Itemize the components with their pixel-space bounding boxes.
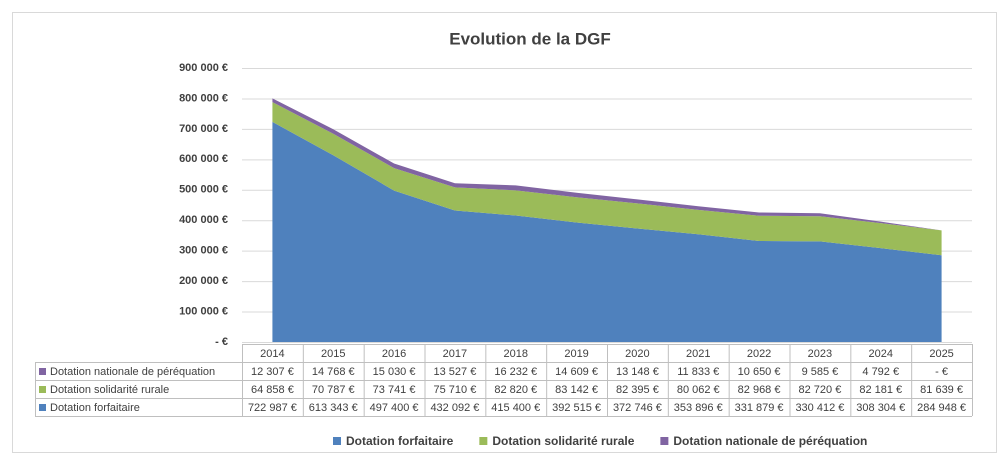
data-label: 16 232 € <box>494 366 537 378</box>
data-label: 722 987 € <box>248 402 297 414</box>
legend-label: Dotation nationale de péréquation <box>673 434 867 448</box>
area <box>272 121 942 342</box>
x-tick-label: 2017 <box>443 348 467 360</box>
y-tick-label: 500 000 € <box>179 184 228 196</box>
data-label: 432 092 € <box>430 402 479 414</box>
y-tick-label: 900 000 € <box>179 62 228 74</box>
data-label: 10 650 € <box>738 366 781 378</box>
data-label: 372 746 € <box>613 402 662 414</box>
data-label: 613 343 € <box>309 402 358 414</box>
y-tick-label: 600 000 € <box>179 153 228 165</box>
data-label: 331 879 € <box>735 402 784 414</box>
data-label: 82 181 € <box>859 384 902 396</box>
data-label: 497 400 € <box>370 402 419 414</box>
y-tick-label: - € <box>215 336 228 348</box>
x-tick-label: 2016 <box>382 348 406 360</box>
x-tick-label: 2020 <box>625 348 649 360</box>
data-label: 70 787 € <box>312 384 355 396</box>
data-label: 13 527 € <box>434 366 477 378</box>
data-label: 13 148 € <box>616 366 659 378</box>
y-tick-label: 100 000 € <box>179 305 228 317</box>
data-label: 308 304 € <box>856 402 905 414</box>
chart-title: Evolution de la DGF <box>449 29 611 48</box>
x-tick-label: 2025 <box>929 348 953 360</box>
x-tick-label: 2024 <box>869 348 893 360</box>
y-tick-label: 300 000 € <box>179 245 228 257</box>
data-label: 80 062 € <box>677 384 720 396</box>
data-label: 73 741 € <box>373 384 416 396</box>
data-label: 64 858 € <box>251 384 294 396</box>
y-tick-label: 800 000 € <box>179 92 228 104</box>
data-label: 330 412 € <box>795 402 844 414</box>
data-label: 11 833 € <box>677 366 719 378</box>
data-label: 4 792 € <box>862 366 899 378</box>
data-label: 82 820 € <box>494 384 537 396</box>
data-label: 12 307 € <box>251 366 294 378</box>
y-tick-label: 700 000 € <box>179 123 228 135</box>
x-tick-label: 2015 <box>321 348 345 360</box>
legend-label: Dotation solidarité rurale <box>492 434 634 448</box>
data-label: 82 968 € <box>738 384 781 396</box>
row-label: Dotation nationale de péréquation <box>50 366 215 378</box>
data-label: 415 400 € <box>491 402 540 414</box>
data-label: 75 710 € <box>434 384 477 396</box>
row-label: Dotation forfaitaire <box>50 402 140 414</box>
data-label: - € <box>935 366 948 378</box>
legend-key <box>39 386 46 393</box>
data-label: 353 896 € <box>674 402 723 414</box>
x-tick-label: 2014 <box>260 348 284 360</box>
legend-key <box>660 437 669 445</box>
data-label: 81 639 € <box>920 384 963 396</box>
x-tick-label: 2018 <box>504 348 528 360</box>
data-label: 82 395 € <box>616 384 659 396</box>
data-label: 14 768 € <box>312 366 355 378</box>
x-tick-label: 2022 <box>747 348 771 360</box>
data-label: 9 585 € <box>802 366 839 378</box>
legend-key <box>333 437 341 445</box>
data-label: 83 142 € <box>555 384 598 396</box>
x-tick-label: 2021 <box>686 348 710 360</box>
y-tick-label: 400 000 € <box>179 214 228 226</box>
area <box>272 102 942 256</box>
legend-label: Dotation forfaitaire <box>346 434 454 448</box>
legend-key <box>479 437 488 445</box>
legend-key <box>39 404 46 411</box>
x-tick-label: 2019 <box>564 348 588 360</box>
data-label: 15 030 € <box>373 366 416 378</box>
y-tick-label: 200 000 € <box>179 275 228 287</box>
data-label: 392 515 € <box>552 402 601 414</box>
data-label: 284 948 € <box>917 402 966 414</box>
x-tick-label: 2023 <box>808 348 832 360</box>
row-label: Dotation solidarité rurale <box>50 384 169 396</box>
data-label: 14 609 € <box>555 366 598 378</box>
legend-key <box>39 368 46 375</box>
data-label: 82 720 € <box>799 384 842 396</box>
